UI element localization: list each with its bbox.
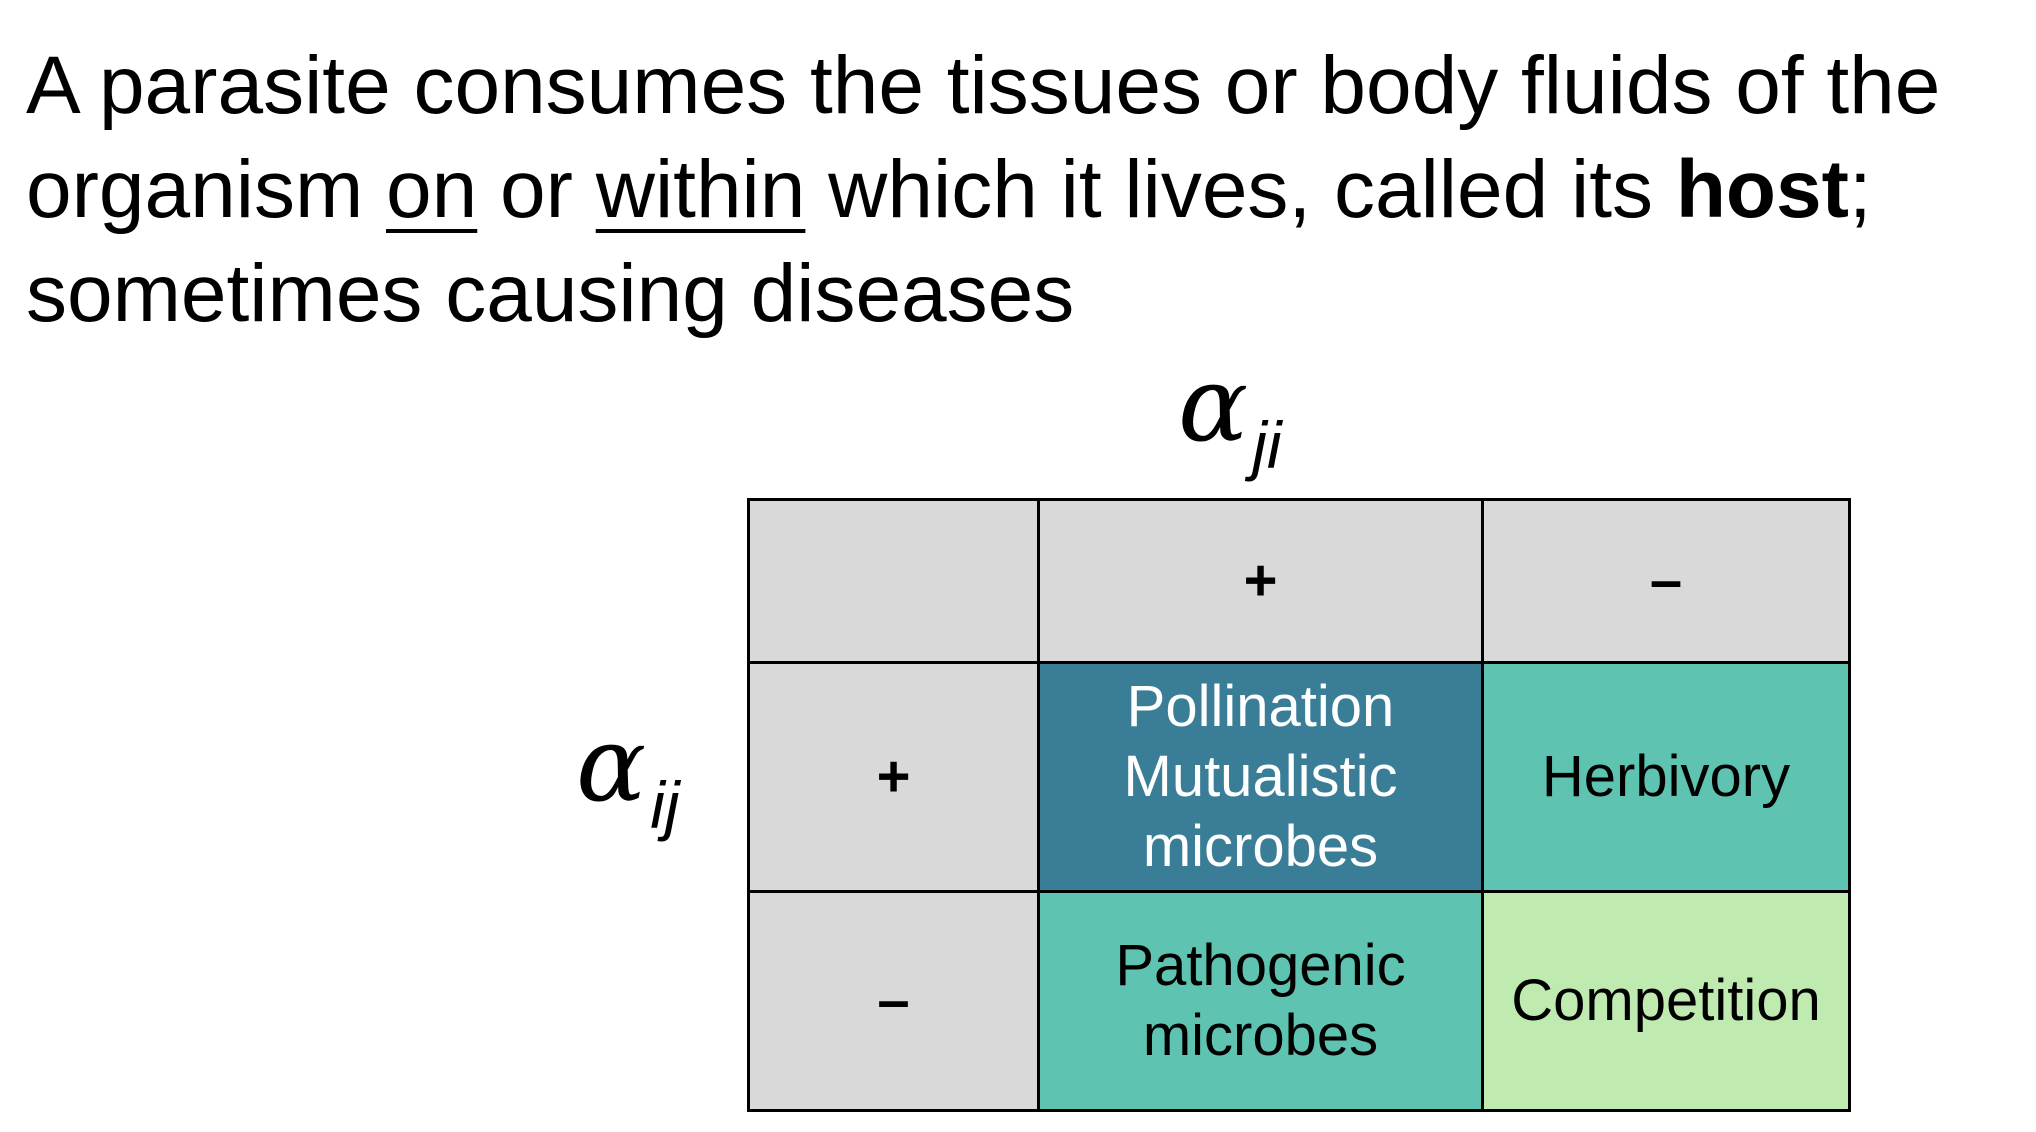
row-sign-positive: +	[747, 661, 1040, 893]
matrix-row-negative: – Pathogenic microbes Competition	[747, 890, 1851, 1112]
cell-mutualism: Pollination Mutualistic microbes	[1037, 661, 1484, 893]
definition-part-1: A parasite consumes the tissues or body …	[26, 40, 1941, 235]
bold-word-host: host	[1675, 144, 1849, 235]
underlined-word-within: within	[595, 144, 806, 235]
cell-mutualism-label: Pollination Mutualistic microbes	[1123, 674, 1398, 879]
row-axis-label: αij	[576, 712, 680, 838]
definition-text: A parasite consumes the tissues or body …	[26, 34, 2016, 346]
definition-part-4: ; sometimes causing diseases	[26, 144, 1872, 339]
row-subscript: ij	[650, 767, 680, 842]
column-subscript: ji	[1252, 407, 1282, 482]
cell-competition: Competition	[1481, 890, 1851, 1112]
column-sign-positive: +	[1037, 498, 1484, 664]
definition-part-2: or	[477, 144, 596, 235]
cell-herbivory: Herbivory	[1481, 661, 1851, 893]
column-sign-negative: –	[1481, 498, 1851, 664]
row-alpha-symbol: α	[576, 703, 647, 825]
corner-cell	[747, 498, 1040, 664]
cell-pathogenic: Pathogenic microbes	[1037, 890, 1484, 1112]
matrix-header-row: + –	[747, 498, 1851, 664]
matrix-row-positive: + Pollination Mutualistic microbes Herbi…	[747, 661, 1851, 893]
cell-pathogenic-label: Pathogenic microbes	[1115, 933, 1406, 1068]
interaction-matrix: + – + Pollination Mutualistic microbes H…	[747, 498, 1851, 1112]
column-axis-label: αji	[1178, 352, 1282, 478]
row-sign-negative: –	[747, 890, 1040, 1112]
definition-part-3: which it lives, called its	[805, 144, 1676, 235]
cell-competition-label: Competition	[1511, 968, 1821, 1033]
column-alpha-symbol: α	[1178, 343, 1249, 465]
underlined-word-on: on	[386, 144, 478, 235]
cell-herbivory-label: Herbivory	[1541, 744, 1791, 809]
